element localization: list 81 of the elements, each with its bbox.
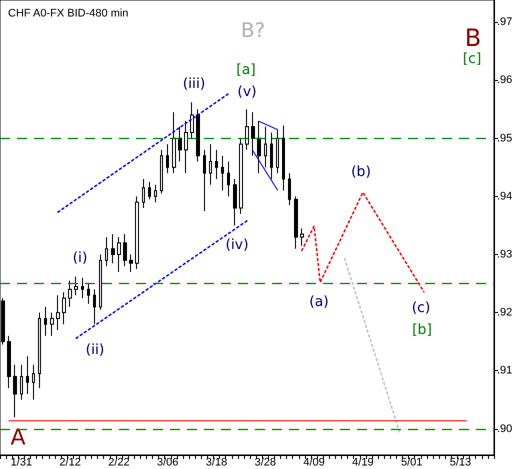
candlestick: [81, 277, 84, 299]
candlestick: [276, 129, 279, 174]
candlestick: [32, 364, 35, 400]
candlestick: [239, 138, 243, 214]
annotation: (iii): [182, 76, 206, 92]
x-tick-label: 3/06: [157, 456, 178, 468]
x-tick-label: 1/31: [10, 456, 32, 468]
candlestick: [245, 108, 249, 150]
annotation: (ii): [86, 342, 104, 358]
candlestick: [129, 254, 133, 272]
candlestick: [50, 312, 54, 336]
x-tick-label: 2/22: [108, 456, 130, 468]
candlestick: [62, 292, 66, 325]
candlestick: [38, 312, 41, 389]
candlestick: [221, 155, 224, 192]
y-tick-label: .94: [497, 190, 512, 202]
candlestick: [7, 335, 11, 389]
x-tick-label: 5/01: [400, 456, 422, 468]
candlestick: [93, 288, 96, 325]
annotation: (b): [351, 164, 371, 180]
y-tick-label: .96: [497, 74, 512, 86]
candlestick: [166, 144, 169, 174]
annotation: [b]: [412, 322, 432, 338]
candlestick: [178, 126, 182, 162]
y-tick-label: .93: [497, 248, 512, 261]
annotation: (c): [412, 300, 430, 316]
candlestick: [288, 172, 291, 206]
candlestick: [111, 234, 115, 264]
candlestick: [190, 102, 194, 139]
candlestick: [209, 144, 212, 186]
candlestick: [68, 280, 72, 308]
x-tick-label: 4/09: [303, 456, 325, 468]
y-tick-label: .95: [497, 132, 512, 144]
y-tick-label: .91: [497, 364, 512, 377]
annotation: (a): [309, 294, 329, 310]
text: CHF A0-FX BID-480 min: [8, 8, 128, 20]
candlestick: [196, 108, 200, 162]
candlestick: [257, 120, 261, 174]
candlestick: [294, 196, 298, 250]
candlestick: [20, 364, 23, 400]
annotation: B: [464, 24, 482, 52]
candlestick: [105, 236, 108, 267]
annotation: B?: [240, 18, 266, 42]
x-tick-label: 3/18: [206, 456, 228, 468]
candlestick: [251, 112, 255, 156]
x-tick-label: 5/13: [450, 456, 472, 468]
candlestick: [264, 126, 267, 168]
x-tick-label: 4/19: [352, 456, 374, 468]
candlestick: [135, 196, 139, 270]
candlestick: [154, 184, 157, 203]
candlestick: [74, 276, 78, 296]
candlestick: [270, 132, 273, 180]
candlestick: [227, 161, 230, 197]
y-tick-label: .92: [497, 306, 512, 319]
candlestick: [87, 283, 90, 304]
candlestick: [99, 254, 102, 310]
y-tick-label: .97: [497, 16, 512, 28]
candlestick: [44, 306, 47, 336]
candlestick: [117, 236, 121, 272]
annotation: (v): [237, 84, 257, 100]
annotation: A: [10, 426, 26, 450]
annotation: (i): [72, 250, 88, 266]
candlestick: [233, 178, 237, 226]
candlestick: [160, 149, 163, 194]
candlestick: [203, 149, 206, 212]
annotation: [c]: [462, 51, 482, 67]
candlestick: [26, 356, 29, 394]
candlestick: [13, 364, 17, 418]
annotation: [a]: [236, 62, 256, 78]
y-tick-label: .90: [497, 422, 512, 435]
candlestick: [215, 149, 218, 180]
candlestick: [56, 294, 60, 331]
candlestick: [148, 181, 151, 200]
candlestick: [172, 112, 176, 174]
annotation: (iv): [225, 237, 249, 253]
candlestick: [123, 234, 127, 267]
candlestick: [142, 178, 145, 209]
candlestick: [300, 228, 304, 246]
candlestick: [282, 125, 285, 192]
line-series: [301, 192, 425, 292]
candlestick: [184, 120, 188, 174]
